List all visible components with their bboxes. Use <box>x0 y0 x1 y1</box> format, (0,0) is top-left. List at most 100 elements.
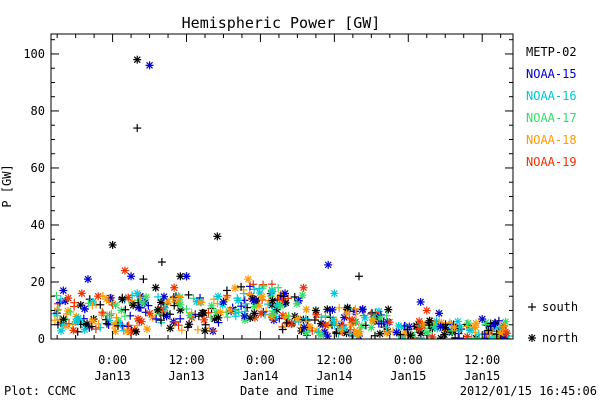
bg-point <box>176 314 185 323</box>
bg-point <box>58 320 67 329</box>
bg-point <box>191 310 200 319</box>
bg-point <box>376 314 385 323</box>
bg-point <box>274 283 283 292</box>
bg-point <box>403 325 412 334</box>
bg-point <box>223 313 232 322</box>
bg-point <box>450 323 459 332</box>
bg-point <box>241 307 250 316</box>
bg-point <box>382 329 391 338</box>
plot-credit: Plot: CCMC <box>4 384 76 398</box>
bg-point <box>182 304 191 313</box>
bg-point <box>111 301 120 310</box>
bg-point <box>216 308 225 317</box>
bg-point <box>264 300 273 309</box>
bg-point <box>69 326 78 335</box>
bg-point <box>222 286 231 295</box>
y-tick-label: 100 <box>23 47 45 61</box>
data-point <box>133 289 142 298</box>
bg-point <box>487 327 496 336</box>
data-point <box>324 260 333 269</box>
bg-point <box>255 284 264 293</box>
marker-legend-symbol <box>528 303 536 311</box>
bg-point <box>472 334 481 339</box>
data-point <box>299 283 308 292</box>
bg-point <box>80 325 89 334</box>
bg-point <box>214 313 223 322</box>
x-tick-label-date: Jan14 <box>316 369 352 383</box>
bg-point <box>284 311 293 320</box>
data-point <box>127 272 136 281</box>
y-axis: 0 20 40 60 80 100 <box>23 39 513 346</box>
bg-point <box>375 329 384 338</box>
bg-point <box>415 324 424 333</box>
bg-point <box>259 282 268 291</box>
bg-point <box>177 326 186 335</box>
marker-legend-label: south <box>542 300 578 314</box>
bg-point <box>258 292 267 301</box>
bg-point <box>352 309 361 318</box>
bg-point <box>132 327 141 336</box>
data-point <box>250 309 259 318</box>
bg-point <box>394 321 403 330</box>
bg-point <box>91 325 100 334</box>
bg-point <box>209 295 218 304</box>
bg-point <box>486 319 495 328</box>
bg-point <box>197 298 206 307</box>
legend-entry: NOAA-17 <box>526 111 577 125</box>
bg-point <box>139 298 148 307</box>
bg-point <box>107 309 116 318</box>
x-tick-label-date: Jan13 <box>95 369 131 383</box>
legend: METP-02 NOAA-15 NOAA-16 NOAA-17 NOAA-18 NOAA-… <box>526 45 577 169</box>
legend-entry: NOAA-18 <box>526 133 577 147</box>
bg-point <box>176 306 185 315</box>
data-point <box>59 286 68 295</box>
bg-point <box>52 291 61 300</box>
marker-legend-label: north <box>542 331 578 345</box>
bg-point <box>250 285 259 294</box>
bg-point <box>230 284 239 293</box>
bg-point <box>94 292 103 301</box>
x-tick-label-time: 0:00 <box>394 353 423 367</box>
data-point <box>416 297 425 306</box>
bg-point <box>53 305 62 314</box>
bg-point <box>64 319 73 328</box>
data-point <box>484 326 493 335</box>
bg-point <box>282 318 291 327</box>
bg-point <box>382 323 391 332</box>
bg-point <box>110 321 119 330</box>
bg-point <box>317 331 326 339</box>
data-point <box>182 272 191 281</box>
data-point <box>342 309 351 318</box>
bg-point <box>143 325 152 334</box>
x-tick-label-time: 0:00 <box>246 353 275 367</box>
bg-point <box>102 319 111 328</box>
data-point <box>355 272 363 281</box>
x-tick-label-time: 12:00 <box>168 353 204 367</box>
y-tick-label: 0 <box>38 332 45 346</box>
bg-point <box>129 301 138 310</box>
bg-point <box>66 307 75 316</box>
legend-entry: NOAA-19 <box>526 155 577 169</box>
data-point <box>379 317 388 326</box>
bg-point <box>206 313 215 322</box>
marker-legend-symbol <box>528 334 536 342</box>
bg-point <box>112 313 121 322</box>
data-point <box>133 124 142 133</box>
bg-point <box>201 320 210 329</box>
bg-point <box>134 314 143 323</box>
data-point <box>422 306 431 315</box>
bg-point <box>249 280 258 289</box>
data-point <box>176 300 185 309</box>
data-point <box>367 323 376 332</box>
legend-entry: NOAA-15 <box>526 67 577 81</box>
bg-point <box>474 330 483 339</box>
bg-point <box>358 305 367 314</box>
bg-point <box>116 320 125 329</box>
bg-point <box>368 316 377 325</box>
bg-point <box>302 305 311 314</box>
data-point <box>330 289 339 298</box>
bg-point <box>233 294 242 303</box>
bg-point <box>156 298 165 307</box>
bg-point <box>98 308 107 317</box>
bg-point <box>293 314 302 323</box>
